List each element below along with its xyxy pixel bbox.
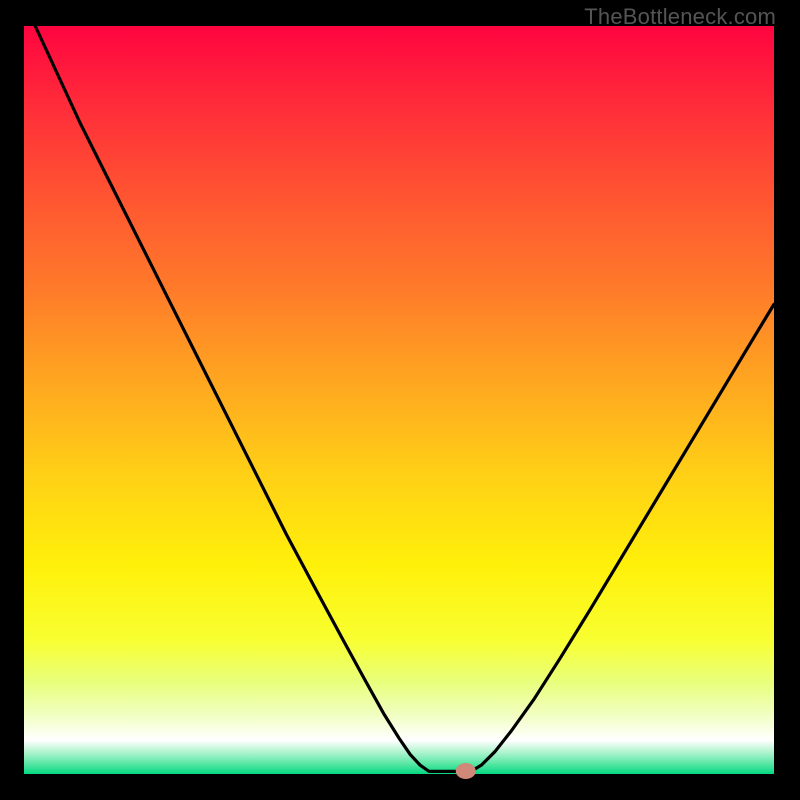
- plot-gradient: [24, 26, 774, 774]
- bottleneck-chart: [0, 0, 800, 800]
- bottleneck-marker: [456, 763, 476, 779]
